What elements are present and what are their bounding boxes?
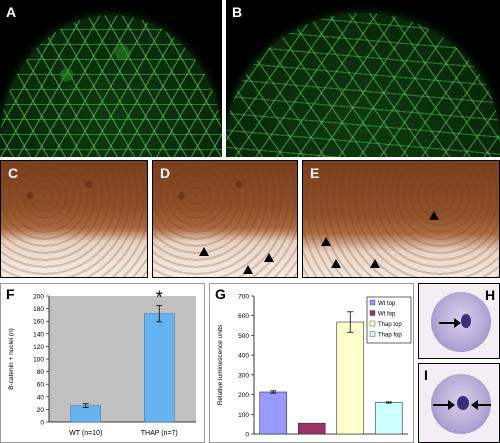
- panel-label-b: B: [232, 4, 243, 20]
- panel-label-e: E: [310, 165, 320, 181]
- staining-spot: [461, 314, 471, 328]
- bar: [144, 313, 175, 423]
- panel-label-g: G: [215, 286, 226, 302]
- panel-label-c: C: [8, 165, 19, 181]
- embryo-cell-membranes: [0, 15, 222, 157]
- y-tick-label: 700: [238, 294, 249, 301]
- chart-f-svg: 0 20 40 60 80 100 120 140 160 180 200 WT (n=10) THAP…: [8, 287, 196, 437]
- y-tick-label: 0: [245, 432, 249, 439]
- legend-label: Wt top: [378, 301, 396, 307]
- arrowhead-marker: [199, 247, 209, 256]
- panel-label-a: A: [6, 4, 17, 20]
- bar: [259, 391, 288, 435]
- y-tick-label: 40: [37, 394, 45, 401]
- arrowhead-marker: [321, 237, 331, 246]
- bar: [374, 402, 403, 435]
- stained-tissue: [1, 161, 147, 277]
- legend-label: Thap fop: [378, 332, 402, 338]
- panel-g-bar-chart: G 0 100 200 300 400 500 600 700 Wt top Wt fop Thap…: [209, 283, 414, 443]
- legend-swatch: [369, 320, 376, 327]
- embryo-cell-membranes: [226, 13, 500, 157]
- y-tick-label: 600: [238, 313, 249, 320]
- panel-d-stained-image: D: [152, 160, 298, 278]
- bar: [297, 422, 326, 435]
- x-tick-label: WT (n=10): [69, 430, 102, 437]
- significance-marker: *: [156, 287, 163, 307]
- arrow-marker: [471, 400, 491, 410]
- y-tick-label: 180: [33, 306, 44, 313]
- legend-label: Thap top: [378, 322, 402, 328]
- bar: [336, 321, 365, 435]
- panel-i-in-situ-image: I: [418, 363, 500, 443]
- arrowhead-marker: [243, 265, 253, 274]
- y-tick-label: 400: [238, 353, 249, 360]
- legend-swatch: [369, 331, 376, 337]
- y-tick-label: 500: [238, 333, 249, 340]
- y-axis-label: B-catenin + nuclei (n): [8, 328, 15, 390]
- y-tick-label: 0: [40, 420, 44, 427]
- panel-b-fluorescence-image: B: [226, 0, 500, 157]
- y-tick-label: 140: [33, 331, 44, 338]
- y-tick-label: 60: [37, 382, 45, 389]
- stained-tissue: [303, 161, 499, 277]
- y-tick-label: 200: [33, 294, 44, 301]
- x-tick-label: THAP (n=7): [141, 430, 178, 437]
- panel-f-bar-chart: F 0 20 40 60 80 100 120 140 160 180 200 WT (n=10) TH…: [0, 283, 205, 443]
- arrowhead-marker: [370, 259, 380, 268]
- chart-g-svg: 0 100 200 300 400 500 600 700 Wt top Wt fop Thap t…: [217, 294, 412, 439]
- y-tick-label: 160: [33, 319, 44, 326]
- y-tick-label: 80: [37, 369, 45, 376]
- y-tick-label: 20: [37, 407, 45, 414]
- arrowhead-marker: [331, 259, 341, 268]
- legend-label: Wt fop: [378, 311, 396, 317]
- panel-label-h: H: [485, 287, 496, 303]
- arrowhead-marker: [264, 253, 274, 262]
- y-tick-label: 120: [33, 344, 44, 351]
- legend-swatch: [369, 299, 376, 306]
- panel-label-i: I: [424, 367, 428, 383]
- legend-swatch: [369, 310, 376, 316]
- panel-c-stained-image: C: [0, 160, 148, 278]
- panel-label-d: D: [160, 165, 171, 181]
- panel-a-fluorescence-image: A: [0, 0, 222, 157]
- y-axis-label: Relative luminescence units: [217, 324, 224, 405]
- panel-h-in-situ-image: H: [418, 283, 500, 359]
- staining-spot: [457, 396, 469, 410]
- panel-label-f: F: [6, 286, 15, 302]
- y-tick-label: 100: [33, 357, 44, 364]
- arrow-marker: [433, 400, 455, 410]
- arrowhead-marker: [429, 211, 439, 220]
- y-tick-label: 100: [238, 412, 249, 419]
- arrow-marker: [439, 318, 461, 328]
- y-tick-label: 200: [238, 392, 249, 399]
- panel-e-stained-image: E: [302, 160, 500, 278]
- bar: [70, 405, 101, 423]
- stained-tissue: [153, 161, 297, 277]
- y-tick-label: 300: [238, 372, 249, 379]
